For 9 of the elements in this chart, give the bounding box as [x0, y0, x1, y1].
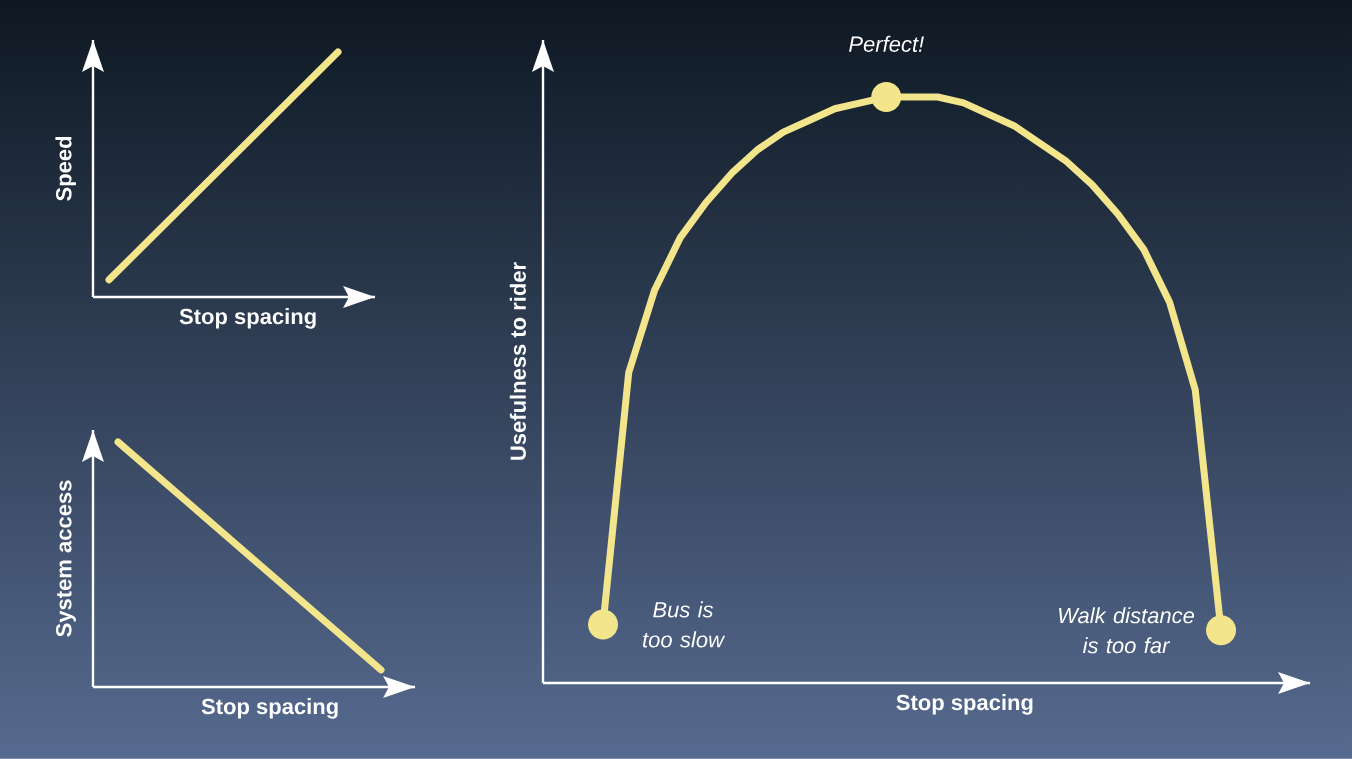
x-axis-title: Stop spacing — [179, 308, 316, 329]
x-axis-title: Stop spacing — [896, 694, 1033, 715]
x-axis-title: Stop spacing — [201, 698, 338, 719]
y-axis-title: System access — [56, 480, 76, 637]
y-axis-title: Speed — [55, 136, 76, 201]
y-axis-title: Usefulness to rider — [509, 262, 526, 460]
annotation: Perfect! — [849, 35, 924, 52]
annotation: Walk distance is too far — [1059, 607, 1195, 654]
annotation: Bus is too slow — [643, 601, 726, 648]
